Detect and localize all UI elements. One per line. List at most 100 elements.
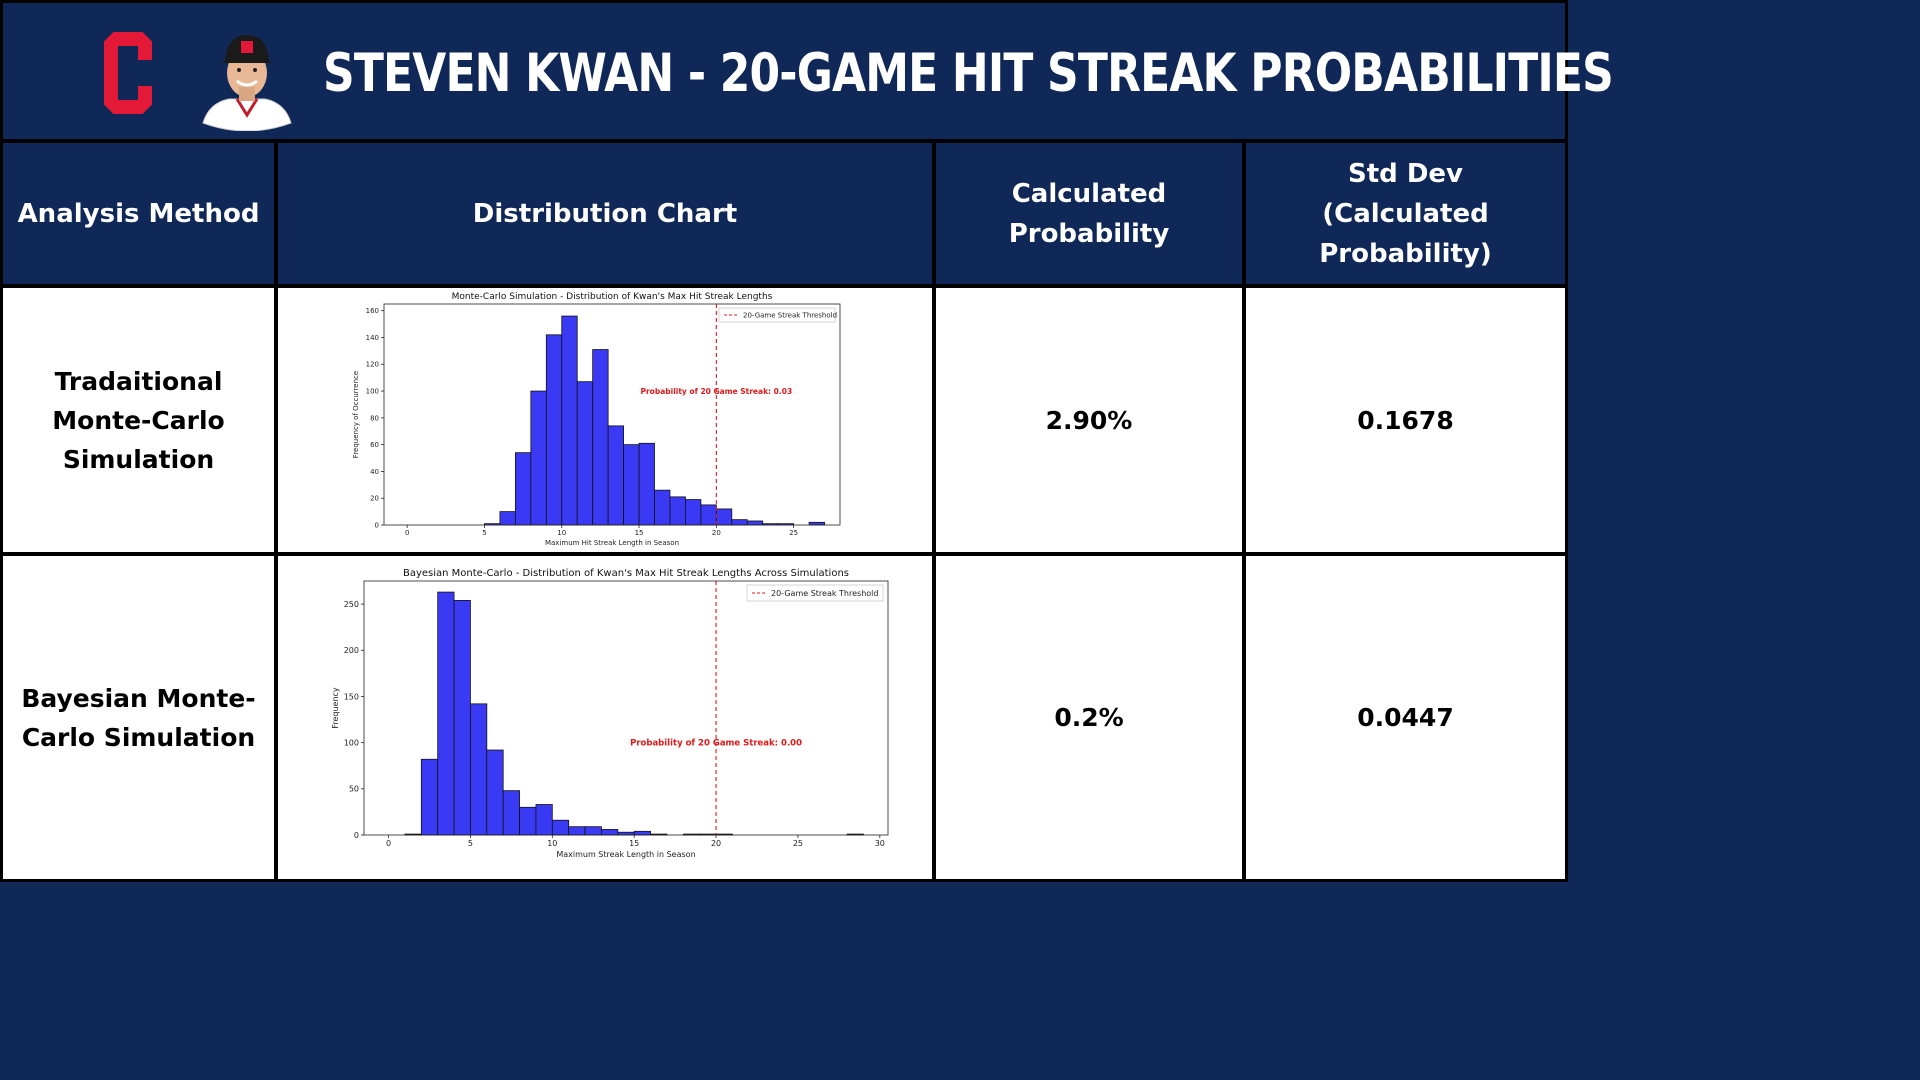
y-tick-label: 150 — [344, 692, 359, 701]
x-tick-label: 0 — [405, 529, 409, 537]
y-tick-label: 60 — [370, 441, 379, 449]
std-dev-value: 0.1678 — [1357, 405, 1454, 435]
table-row-2-chart: Bayesian Monte-Carlo - Distribution of K… — [278, 556, 932, 879]
table-row-1-probability: 2.90% — [936, 288, 1242, 552]
histogram-bar — [576, 381, 594, 526]
histogram-bar — [601, 829, 619, 836]
table-row-2-probability: 0.2% — [936, 556, 1242, 879]
histogram-bar — [731, 519, 748, 526]
x-tick-label: 5 — [482, 529, 486, 537]
histogram-bar — [685, 499, 702, 526]
plot-frame — [383, 303, 841, 526]
histogram-bar — [437, 591, 455, 836]
histogram-bar — [617, 831, 635, 836]
chart-title: Bayesian Monte-Carlo - Distribution of K… — [403, 568, 849, 579]
y-tick-label: 100 — [366, 388, 379, 396]
page: STEVEN KWAN - 20-GAME HIT STREAK PROBABI… — [0, 0, 1614, 882]
histogram-bar — [700, 504, 717, 526]
header-banner: STEVEN KWAN - 20-GAME HIT STREAK PROBABI… — [3, 3, 1614, 139]
histogram-bar — [514, 452, 532, 526]
table-row-2-method: Bayesian Monte-Carlo Simulation — [3, 556, 274, 879]
column-header-analysis-method: Analysis Method — [3, 143, 274, 284]
player-headshot-icon — [202, 35, 292, 131]
probability-value: 0.2% — [1054, 703, 1124, 732]
x-axis-label: Maximum Streak Length in Season — [556, 850, 695, 859]
table-row-2-std-dev: 0.0447 — [1246, 556, 1565, 879]
histogram-bar — [420, 758, 439, 836]
x-tick-label: 15 — [635, 529, 644, 537]
y-tick-label: 80 — [370, 414, 379, 422]
x-tick-label: 5 — [468, 839, 473, 848]
column-header-calculated-probability: Calculated Probability — [936, 143, 1242, 284]
y-tick-label: 100 — [344, 738, 359, 747]
histogram-bar — [746, 520, 764, 526]
histogram-bar — [568, 826, 586, 836]
histogram-bar — [530, 390, 547, 526]
x-tick-label: 10 — [557, 529, 566, 537]
cleveland-c-logo-icon — [102, 30, 154, 116]
y-tick-label: 250 — [344, 600, 359, 609]
probability-value: 2.90% — [1045, 405, 1133, 435]
y-tick-label: 200 — [344, 646, 359, 655]
legend-box — [718, 307, 836, 323]
x-tick-label: 30 — [875, 839, 885, 848]
histogram-chart-bayesian: Bayesian Monte-Carlo - Distribution of K… — [331, 568, 889, 859]
histogram-bar — [535, 804, 553, 836]
histogram-bar — [519, 806, 537, 836]
histogram-bar — [607, 425, 624, 526]
histogram-bar — [551, 819, 570, 836]
y-tick-label: 20 — [370, 495, 379, 503]
column-header-std-dev: Std Dev (Calculated Probability) — [1246, 143, 1565, 284]
x-tick-label: 25 — [789, 529, 798, 537]
y-tick-label: 0 — [354, 831, 359, 840]
y-tick-label: 140 — [366, 334, 379, 342]
histogram-bar — [502, 790, 520, 836]
x-axis-label: Maximum Hit Streak Length in Season — [545, 539, 679, 547]
column-header-label: Analysis Method — [17, 198, 260, 229]
histogram-bar — [486, 749, 504, 836]
legend-label: 20-Game Streak Threshold — [771, 589, 878, 598]
histogram-bar — [715, 508, 733, 526]
column-header-distribution-chart: Distribution Chart — [278, 143, 932, 284]
legend-label: 20-Game Streak Threshold — [743, 311, 837, 319]
y-tick-label: 50 — [349, 785, 359, 794]
histogram-bar — [499, 511, 516, 526]
x-tick-label: 20 — [711, 839, 721, 848]
column-header-label: Distribution Chart — [472, 198, 738, 229]
probability-annotation: Probability of 20 Game Streak: 0.03 — [640, 387, 792, 396]
x-tick-label: 25 — [793, 839, 803, 848]
histogram-bar — [561, 315, 578, 526]
histogram-bar — [470, 703, 488, 836]
histogram-bar — [623, 444, 640, 526]
plot-frame — [363, 580, 889, 836]
y-axis-label: Frequency — [331, 687, 340, 729]
method-label: Bayesian Monte-Carlo Simulation — [21, 683, 256, 752]
histogram-bar — [669, 496, 686, 526]
column-header-label: Std Dev (Calculated Probability) — [1319, 158, 1492, 269]
y-axis-label: Frequency of Occurrence — [352, 371, 360, 458]
x-tick-label: 0 — [386, 839, 391, 848]
table-row-1-chart: Monte-Carlo Simulation - Distribution of… — [278, 288, 932, 552]
page-title: STEVEN KWAN - 20-GAME HIT STREAK PROBABI… — [323, 43, 1614, 104]
table-row-1-method: Tradaitional Monte-Carlo Simulation — [3, 288, 274, 552]
y-tick-label: 160 — [366, 307, 379, 315]
histogram-bar — [592, 349, 609, 526]
legend-box — [746, 584, 884, 602]
x-tick-label: 15 — [629, 839, 639, 848]
histogram-bar — [654, 489, 671, 526]
histogram-bar — [633, 830, 651, 836]
histogram-bar — [638, 442, 655, 526]
x-tick-label: 10 — [547, 839, 557, 848]
y-tick-label: 120 — [366, 361, 379, 369]
histogram-bar — [808, 521, 825, 526]
histogram-chart-traditional: Monte-Carlo Simulation - Distribution of… — [352, 292, 841, 547]
x-tick-label: 20 — [712, 529, 721, 537]
chart-title: Monte-Carlo Simulation - Distribution of… — [452, 292, 773, 302]
histogram-bar — [453, 599, 471, 836]
std-dev-value: 0.0447 — [1357, 703, 1454, 732]
y-tick-label: 0 — [375, 521, 379, 529]
table-row-1-std-dev: 0.1678 — [1246, 288, 1565, 552]
method-label: Tradaitional Monte-Carlo Simulation — [52, 366, 225, 474]
histogram-bar — [545, 334, 563, 526]
column-header-label: Calculated Probability — [1008, 178, 1170, 249]
